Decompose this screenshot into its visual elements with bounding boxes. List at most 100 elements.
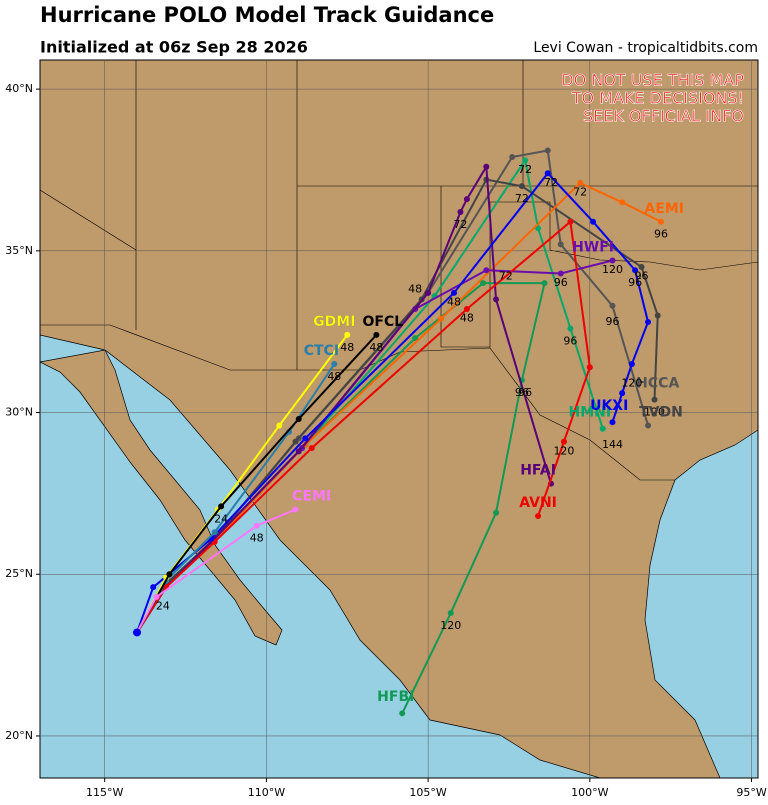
track-point <box>657 218 664 225</box>
track-point <box>483 163 490 170</box>
track-point <box>609 419 616 426</box>
track-point <box>651 396 658 403</box>
x-tick-label: 115°W <box>86 786 123 799</box>
track-point <box>645 318 652 325</box>
x-tick-label: 105°W <box>409 786 446 799</box>
forecast-hour: 96 <box>563 334 577 347</box>
track-point <box>292 506 299 513</box>
track-point <box>493 296 500 303</box>
track-point <box>654 312 661 319</box>
track-point <box>632 267 639 274</box>
y-tick-label: 40°N <box>5 82 33 95</box>
track-point <box>457 209 464 216</box>
track-line <box>136 508 296 633</box>
track-point <box>302 435 309 442</box>
subtitle: Initialized at 06z Sep 28 2026 <box>40 38 308 57</box>
track-point <box>150 584 157 591</box>
forecast-hour: 24 <box>214 512 228 525</box>
forecast-hour: 48 <box>408 283 422 296</box>
model-name: AEMI <box>644 201 684 217</box>
forecast-hour: 96 <box>605 315 619 328</box>
track-point <box>218 503 225 510</box>
track-point <box>609 257 616 264</box>
forecast-hour: 48 <box>369 341 383 354</box>
forecast-hour: 72 <box>499 270 513 283</box>
model-name: CTCI <box>304 343 339 359</box>
model-name: HFBI <box>377 689 414 705</box>
track-point <box>619 390 626 397</box>
forecast-hour: 72 <box>518 163 532 176</box>
title: Hurricane POLO Model Track Guidance <box>40 3 494 27</box>
y-tick-label: 35°N <box>5 244 33 257</box>
x-tick-label: 100°W <box>571 786 608 799</box>
model-name: UKXI <box>590 398 628 414</box>
forecast-hour: 144 <box>602 438 623 451</box>
track-point <box>295 448 302 455</box>
forecast-hour: 96 <box>628 276 642 289</box>
track-point <box>344 331 351 338</box>
model-name: GDMI <box>313 314 355 330</box>
forecast-hour: 72 <box>544 176 558 189</box>
track-point <box>645 422 652 429</box>
track-line <box>136 178 659 633</box>
track-point <box>609 302 616 309</box>
track-point <box>518 183 525 190</box>
forecast-hour: 48 <box>327 370 341 383</box>
forecast-hour: 96 <box>554 276 568 289</box>
y-tick-label: 25°N <box>5 567 33 580</box>
model-name: HMNI <box>569 405 612 421</box>
forecast-hour: 72 <box>518 163 532 176</box>
track-point <box>557 270 564 277</box>
track-point <box>535 513 542 520</box>
track-point <box>450 289 457 296</box>
credit: Levi Cowan - tropicaltidbits.com <box>533 40 758 56</box>
track-point <box>567 325 574 332</box>
forecast-hour: 96 <box>515 386 529 399</box>
forecast-hour: 48 <box>460 312 474 325</box>
x-tick-label: 110°W <box>248 786 285 799</box>
warning: SEEK OFFICIAL INFO <box>583 107 744 126</box>
forecast-hour: 120 <box>644 406 665 419</box>
track-point <box>509 154 516 161</box>
track-layer: 96120HFBI7296144HMNI7296HCCA7296120TVDN7… <box>40 60 758 778</box>
track-point <box>276 422 283 429</box>
track-point <box>292 438 299 445</box>
forecast-hour: 120 <box>553 444 574 457</box>
track-point <box>399 710 406 717</box>
forecast-hour: 24 <box>156 600 170 613</box>
track-point <box>480 280 487 287</box>
track-point <box>308 445 315 452</box>
forecast-hour: 96 <box>654 228 668 241</box>
forecast-hour: 120 <box>602 263 623 276</box>
track-point <box>544 147 551 154</box>
forecast-hour: 72 <box>573 186 587 199</box>
track-point <box>483 267 490 274</box>
y-tick-label: 30°N <box>5 406 33 419</box>
track-point <box>522 157 529 164</box>
track-point <box>447 610 454 617</box>
model-name: AVNI <box>519 495 557 511</box>
forecast-hour: 120 <box>621 376 642 389</box>
track-point <box>253 522 260 529</box>
frame <box>39 59 759 779</box>
forecast-hour: 72 <box>515 192 529 205</box>
track-point <box>493 509 500 516</box>
track-point <box>557 241 564 248</box>
track-point <box>463 196 470 203</box>
forecast-hour: 72 <box>453 218 467 231</box>
storm-position <box>133 628 142 637</box>
track-point <box>425 289 432 296</box>
track-point <box>211 529 218 536</box>
track-point <box>560 438 567 445</box>
model-name: HCCA <box>636 375 679 391</box>
warning: DO NOT USE THIS MAP <box>561 71 744 90</box>
track-line <box>136 171 650 633</box>
track-point <box>599 425 606 432</box>
forecast-hour: 48 <box>250 532 264 545</box>
track-point <box>463 306 470 313</box>
track-point <box>166 571 173 578</box>
track-point <box>438 315 445 322</box>
track-point <box>373 331 380 338</box>
track-point <box>586 364 593 371</box>
